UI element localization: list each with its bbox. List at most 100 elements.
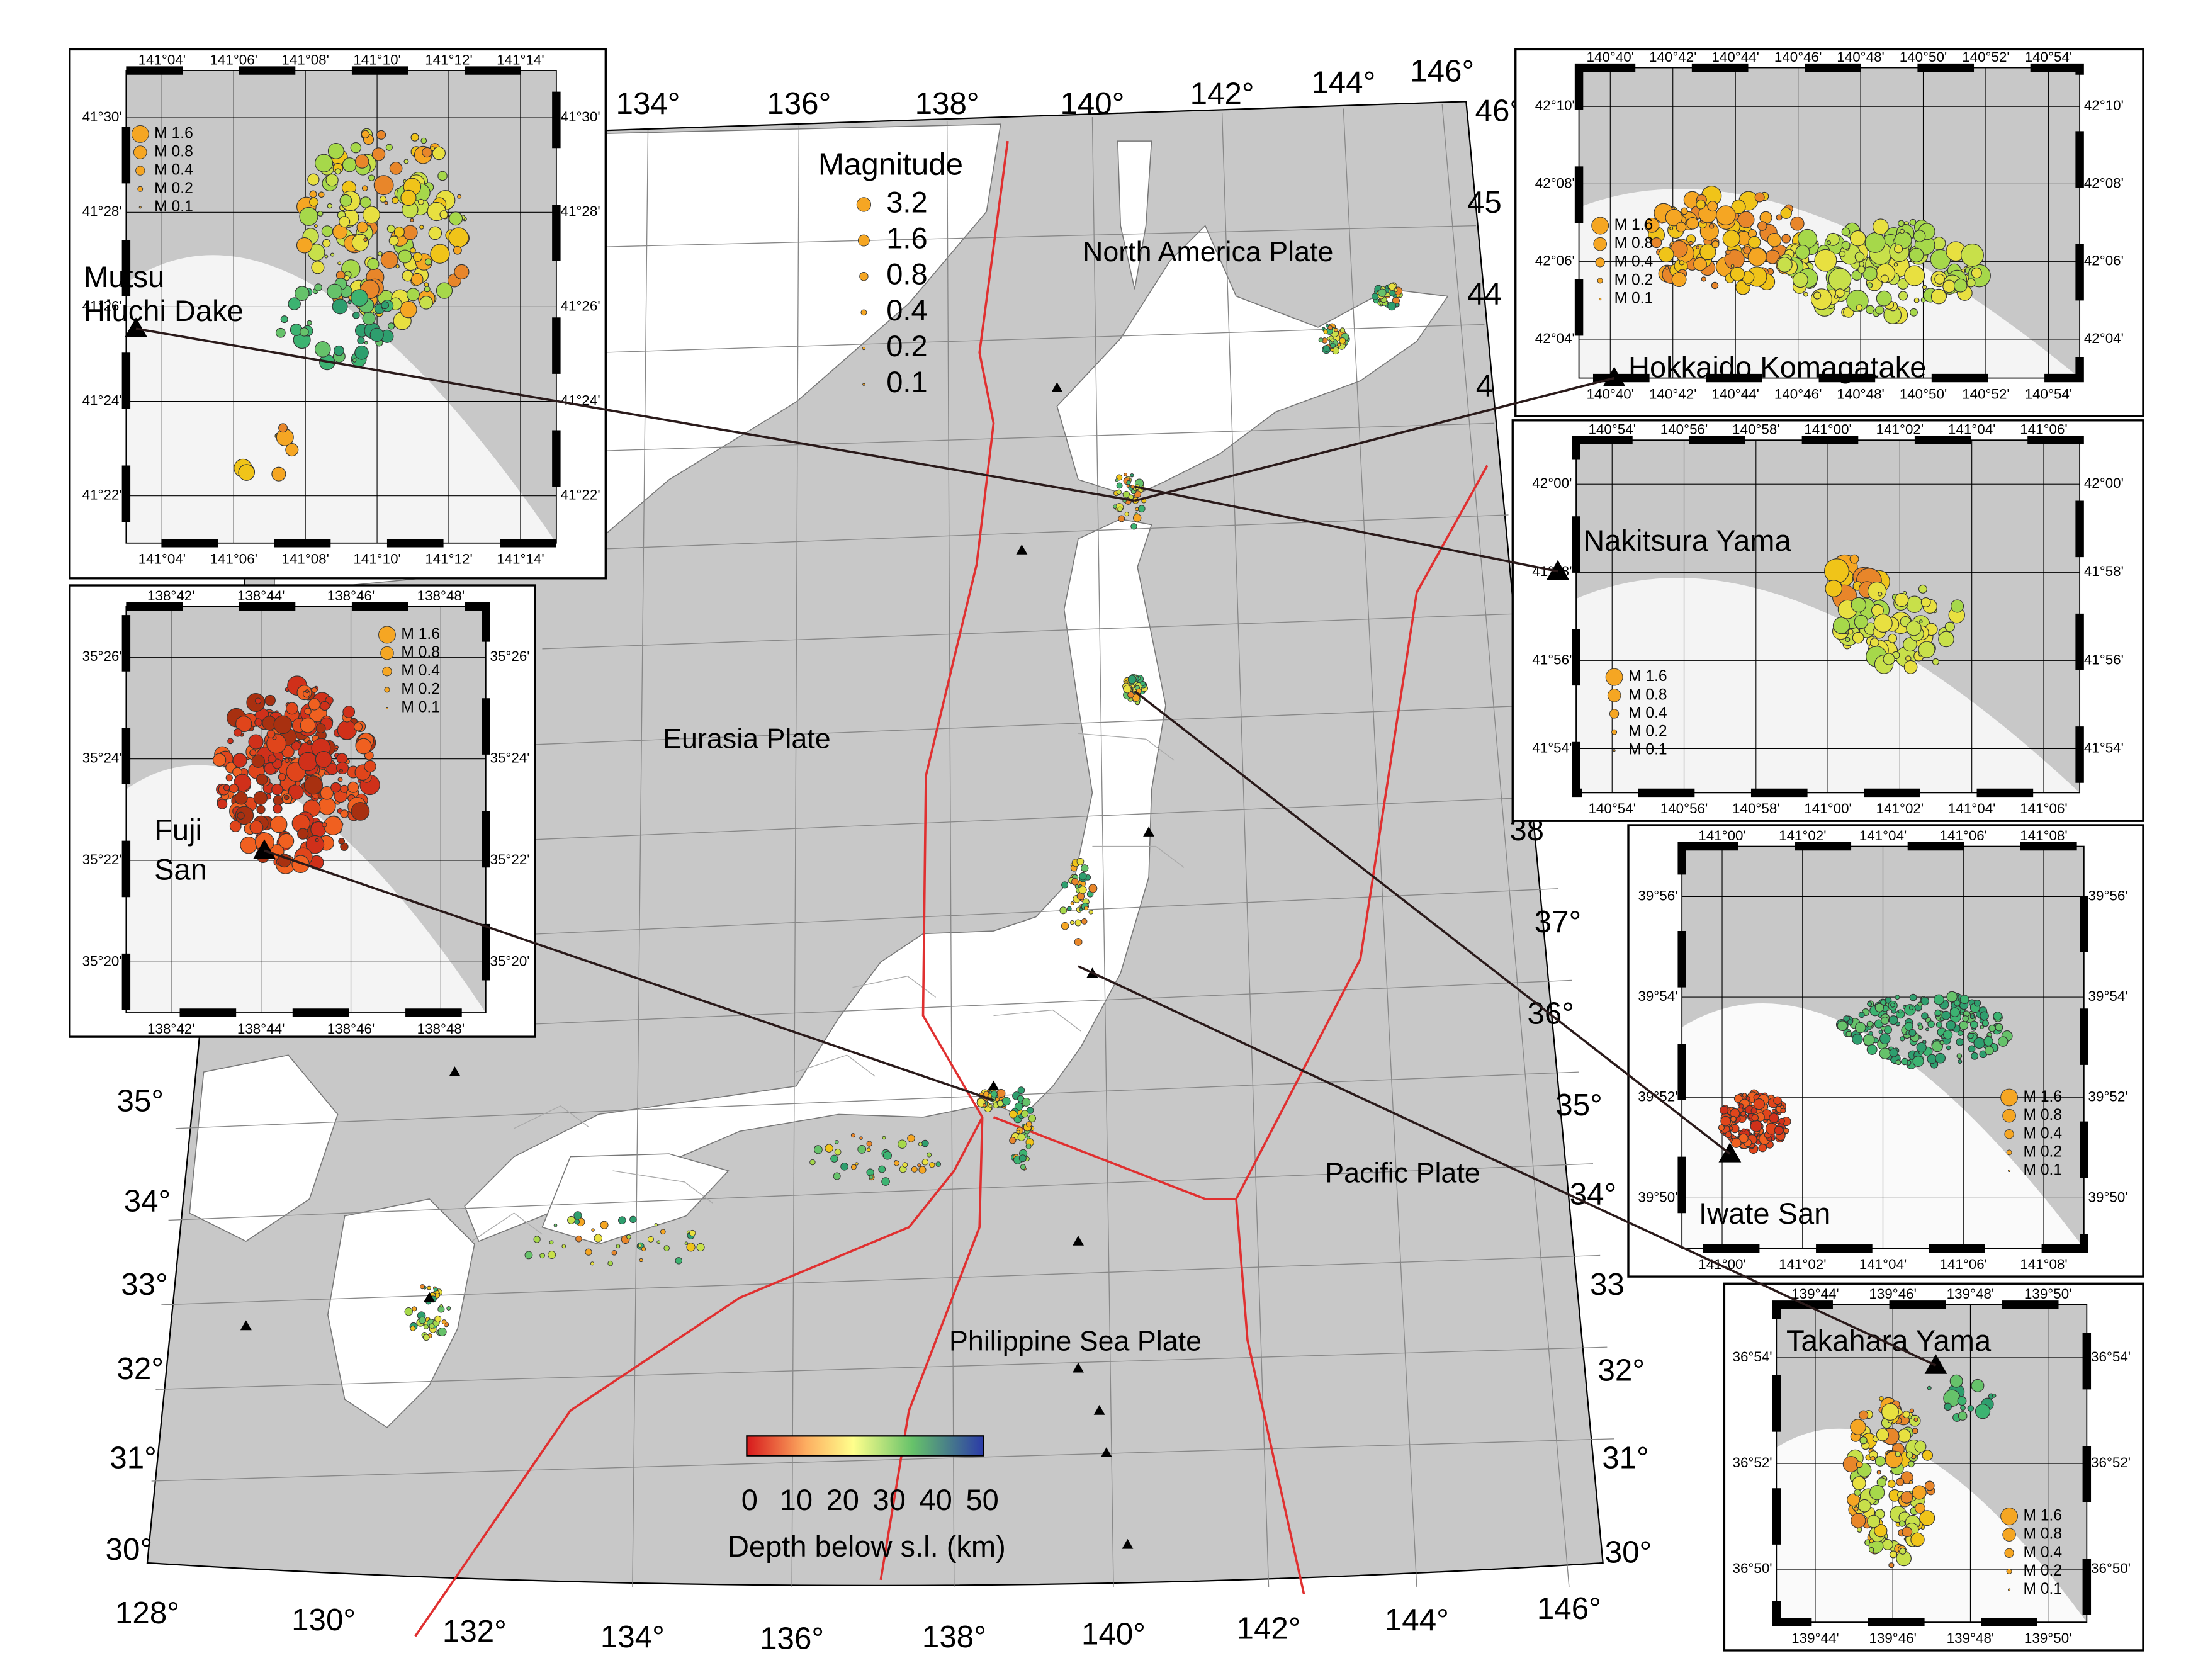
earthquake bbox=[1905, 595, 1924, 613]
legend-label: M 0.8 bbox=[2023, 1526, 2062, 1543]
legend-label: M 0.4 bbox=[2023, 1544, 2062, 1561]
earthquake bbox=[355, 738, 372, 755]
honshu bbox=[464, 518, 1166, 1243]
meridian bbox=[1441, 104, 1570, 1587]
insets: 141°04' 141°04' 141°06' 141°06' 141°08' 141°0… bbox=[69, 48, 2144, 1652]
earthquake bbox=[1814, 249, 1837, 272]
earthquake bbox=[1708, 223, 1715, 229]
coordinate-label: 37° bbox=[1535, 905, 1582, 939]
earthquake bbox=[1017, 1133, 1026, 1141]
earthquake bbox=[1028, 1114, 1037, 1122]
earthquake bbox=[1137, 505, 1146, 513]
earthquake bbox=[1968, 1045, 1976, 1053]
parallel bbox=[373, 796, 1544, 847]
earthquake bbox=[271, 783, 283, 796]
earthquake bbox=[574, 1219, 580, 1225]
earthquake bbox=[1867, 1001, 1873, 1006]
parallel bbox=[155, 1346, 1608, 1390]
legend-symbol bbox=[856, 197, 872, 212]
earthquake bbox=[1854, 614, 1869, 629]
earthquake bbox=[1389, 290, 1396, 296]
earthquake bbox=[1729, 1126, 1733, 1130]
earthquake bbox=[1862, 1034, 1875, 1046]
earthquake bbox=[1918, 619, 1923, 623]
volcano bbox=[449, 1066, 461, 1076]
inset-y-label: 42°10' bbox=[1535, 98, 1575, 113]
earthquake bbox=[1852, 631, 1864, 644]
earthquake bbox=[1958, 1059, 1963, 1064]
volcano bbox=[1924, 1354, 1947, 1374]
earthquake bbox=[1018, 1154, 1027, 1163]
inset-x-label: 138°42' bbox=[147, 588, 195, 604]
prefecture-border bbox=[993, 1009, 1081, 1032]
earthquake bbox=[325, 173, 339, 187]
earthquake bbox=[303, 775, 324, 795]
earthquake bbox=[297, 828, 309, 840]
earthquake bbox=[352, 358, 357, 363]
earthquake bbox=[1916, 1042, 1927, 1053]
legend-symbol bbox=[1593, 237, 1607, 251]
legend-label: M 0.2 bbox=[1628, 723, 1667, 740]
inset: 138°42' 138°42' 138°44' 138°44' 138°46' 138°4… bbox=[69, 584, 536, 1038]
earthquake bbox=[315, 751, 332, 768]
earthquake bbox=[1859, 1410, 1869, 1420]
earthquake bbox=[1922, 285, 1927, 290]
earthquake bbox=[430, 244, 450, 264]
parallel bbox=[151, 1438, 1614, 1482]
earthquake bbox=[1737, 211, 1755, 228]
earthquake bbox=[1872, 218, 1889, 235]
inset-border-line bbox=[1681, 845, 2085, 1249]
earthquake bbox=[1079, 872, 1087, 881]
legend-symbol bbox=[2006, 1149, 2012, 1156]
earthquake bbox=[1851, 1513, 1866, 1528]
earthquake bbox=[342, 157, 358, 172]
earthquake bbox=[419, 225, 424, 230]
legend-title: Magnitude bbox=[818, 147, 963, 181]
inset-x-label: 139°46' bbox=[1869, 1286, 1916, 1302]
earthquake bbox=[308, 698, 321, 711]
legend-label: M 1.6 bbox=[2023, 1508, 2062, 1525]
earthquake bbox=[1983, 1036, 1993, 1046]
earthquake bbox=[1078, 886, 1087, 894]
coordinate-label: 144° bbox=[1385, 1603, 1449, 1637]
earthquake bbox=[830, 1154, 838, 1163]
earthquake bbox=[1116, 489, 1122, 495]
earthquake bbox=[334, 345, 344, 356]
parallel bbox=[168, 1163, 1594, 1221]
earthquake bbox=[1973, 1037, 1985, 1049]
inset-y-label: 42°06' bbox=[2084, 253, 2124, 269]
prefecture-border bbox=[1078, 733, 1175, 761]
volcano bbox=[125, 317, 147, 337]
earthquake bbox=[1899, 1547, 1907, 1555]
earthquake bbox=[1918, 1024, 1924, 1030]
volcano-name: Fuji bbox=[154, 813, 202, 847]
inset-x-label: 140°54' bbox=[2025, 49, 2073, 65]
earthquake bbox=[663, 1245, 670, 1251]
legend-label: 0.8 bbox=[886, 257, 927, 291]
earthquake bbox=[1975, 1403, 1991, 1419]
earthquake bbox=[379, 195, 387, 203]
earthquake bbox=[1009, 1137, 1017, 1144]
legend-symbol bbox=[1607, 689, 1621, 702]
volcano-name: Hokkaido Komagatake bbox=[1628, 351, 1926, 384]
parallel bbox=[584, 422, 1495, 452]
earthquake bbox=[361, 185, 368, 192]
earthquake bbox=[1934, 274, 1946, 285]
earthquake bbox=[410, 133, 419, 142]
earthquake bbox=[1113, 504, 1117, 509]
earthquake bbox=[400, 189, 417, 206]
earthquake bbox=[254, 697, 262, 704]
earthquake bbox=[309, 190, 317, 198]
earthquake bbox=[1115, 478, 1119, 482]
legend-symbol bbox=[859, 272, 869, 281]
inset-y-label: 41°58' bbox=[2084, 563, 2124, 579]
earthquake bbox=[368, 174, 375, 181]
inset-x-label: 141°04' bbox=[138, 551, 186, 567]
inset-x-label: 140°52' bbox=[1962, 49, 2010, 65]
earthquake bbox=[1874, 1003, 1885, 1012]
legend-label: M 0.2 bbox=[154, 180, 193, 197]
earthquake bbox=[1116, 482, 1123, 489]
earthquake bbox=[361, 130, 370, 138]
earthquake bbox=[324, 254, 329, 259]
legend-label: M 0.2 bbox=[401, 680, 440, 697]
